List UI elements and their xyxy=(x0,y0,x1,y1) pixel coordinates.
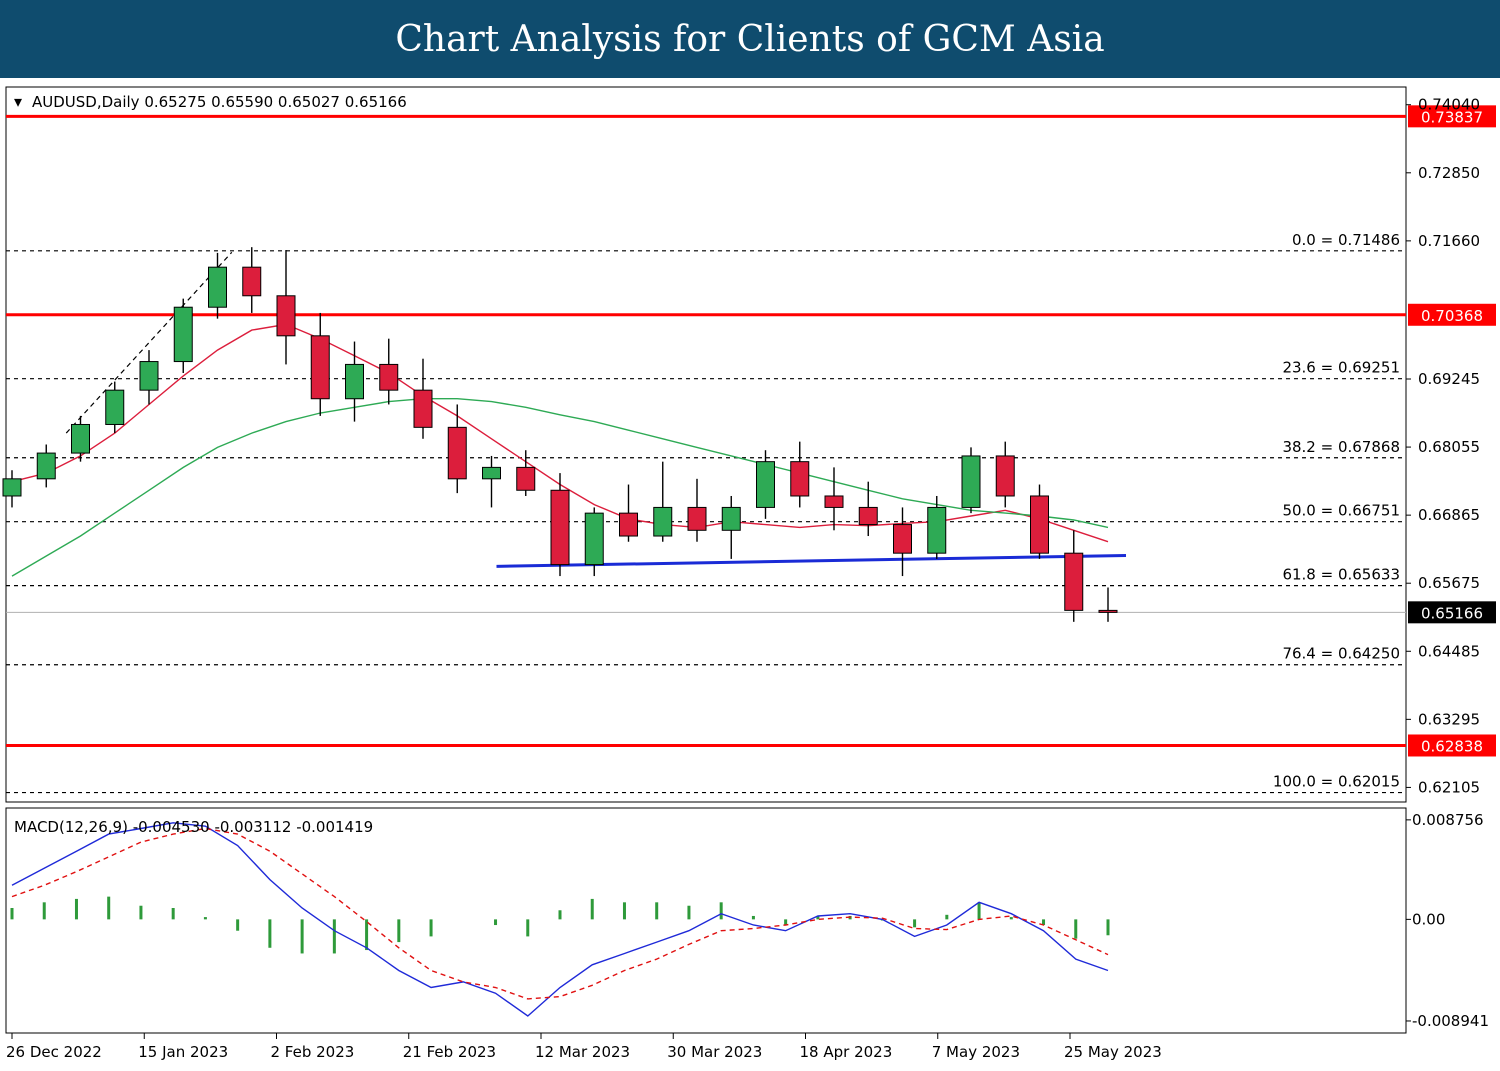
macd-y-tick-label: 0.008756 xyxy=(1412,811,1484,829)
bullish-candle xyxy=(173,306,193,363)
bullish-candle xyxy=(927,506,947,554)
y-tick-label: 0.62105 xyxy=(1418,778,1480,796)
macd-pane-frame xyxy=(5,807,1407,1034)
bearish-candle xyxy=(242,266,262,297)
fib-level-label: 23.6 = 0.69251 xyxy=(1282,359,1400,377)
y-tick-label: 0.71660 xyxy=(1418,232,1480,250)
level-price-tag-label: 0.62838 xyxy=(1421,737,1483,755)
bullish-candle xyxy=(653,506,673,537)
bearish-candle xyxy=(516,466,536,491)
bullish-candle xyxy=(721,506,741,531)
bullish-candle xyxy=(2,478,22,497)
bearish-candle xyxy=(447,426,467,480)
current-price-tag-label: 0.65166 xyxy=(1421,604,1483,622)
banner xyxy=(0,0,1500,78)
level-price-tag xyxy=(1408,303,1496,326)
header-arrow-icon[interactable]: ▾ xyxy=(14,92,22,111)
y-tick-label: 0.74040 xyxy=(1418,96,1480,114)
bullish-candle xyxy=(961,455,981,508)
bearish-candle xyxy=(824,495,844,508)
y-tick-label: 0.64485 xyxy=(1418,642,1480,660)
x-tick-label: 26 Dec 2022 xyxy=(6,1043,102,1061)
bearish-candle xyxy=(276,295,296,337)
bearish-candle xyxy=(413,389,433,428)
y-tick-label: 0.68055 xyxy=(1418,438,1480,456)
bearish-candle xyxy=(310,335,330,400)
y-tick-label: 0.66865 xyxy=(1418,506,1480,524)
x-tick-label: 7 May 2023 xyxy=(932,1043,1020,1061)
bullish-candle xyxy=(105,389,125,425)
x-tick-label: 12 Mar 2023 xyxy=(535,1043,630,1061)
bearish-candle xyxy=(379,363,399,391)
bearish-candle xyxy=(995,455,1015,497)
bullish-candle xyxy=(36,452,56,480)
bullish-candle xyxy=(71,423,90,454)
bearish-candle xyxy=(858,506,878,526)
current-price-tag xyxy=(1408,601,1496,624)
bearish-candle xyxy=(550,489,570,566)
macd-header: MACD(12,26,9) -0.004530 -0.003112 -0.001… xyxy=(14,818,373,836)
level-price-tag xyxy=(1408,734,1496,757)
fib-level-label: 38.2 = 0.67868 xyxy=(1282,438,1400,456)
bearish-candle xyxy=(1098,609,1118,613)
fib-level-label: 0.0 = 0.71486 xyxy=(1292,231,1400,249)
level-price-tag xyxy=(1408,105,1496,128)
price-pane-frame xyxy=(5,86,1407,803)
y-tick-label: 0.65675 xyxy=(1418,574,1480,592)
level-price-tag-label: 0.70368 xyxy=(1421,307,1483,325)
bullish-candle xyxy=(345,363,364,400)
bullish-candle xyxy=(139,361,159,391)
fib-level-label: 100.0 = 0.62015 xyxy=(1273,773,1400,791)
bearish-candle xyxy=(619,512,638,537)
x-tick-label: 30 Mar 2023 xyxy=(667,1043,762,1061)
x-tick-label: 21 Feb 2023 xyxy=(403,1043,496,1061)
fib-level-label: 76.4 = 0.64250 xyxy=(1282,645,1400,663)
macd-y-tick-label: 0.00 xyxy=(1412,910,1445,928)
y-tick-label: 0.72850 xyxy=(1418,164,1480,182)
bullish-candle xyxy=(482,466,501,480)
bearish-candle xyxy=(687,506,707,531)
y-tick-label: 0.69245 xyxy=(1418,370,1480,388)
x-tick-label: 2 Feb 2023 xyxy=(271,1043,355,1061)
trend-line xyxy=(65,251,233,434)
y-tick-label: 0.63295 xyxy=(1418,710,1480,728)
macd-line xyxy=(11,822,1109,1017)
x-tick-label: 15 Jan 2023 xyxy=(138,1043,228,1061)
bearish-candle xyxy=(1064,552,1084,611)
fib-level-label: 50.0 = 0.66751 xyxy=(1282,502,1400,520)
bearish-candle xyxy=(1030,495,1049,554)
price-header: AUDUSD,Daily 0.65275 0.65590 0.65027 0.6… xyxy=(32,93,407,111)
banner-title: Chart Analysis for Clients of GCM Asia xyxy=(395,19,1105,60)
moving-average-line xyxy=(11,398,1109,577)
x-tick-label: 25 May 2023 xyxy=(1064,1043,1162,1061)
bullish-candle xyxy=(756,461,775,508)
macd-y-tick-label: -0.008941 xyxy=(1412,1012,1489,1030)
x-tick-label: 18 Apr 2023 xyxy=(800,1043,893,1061)
bearish-candle xyxy=(790,461,810,497)
level-price-tag-label: 0.73837 xyxy=(1421,108,1483,126)
bullish-candle xyxy=(584,512,604,566)
fib-level-label: 61.8 = 0.65633 xyxy=(1282,566,1400,584)
macd-signal-line xyxy=(11,827,1109,1000)
bearish-candle xyxy=(893,524,912,554)
bullish-candle xyxy=(208,266,227,308)
